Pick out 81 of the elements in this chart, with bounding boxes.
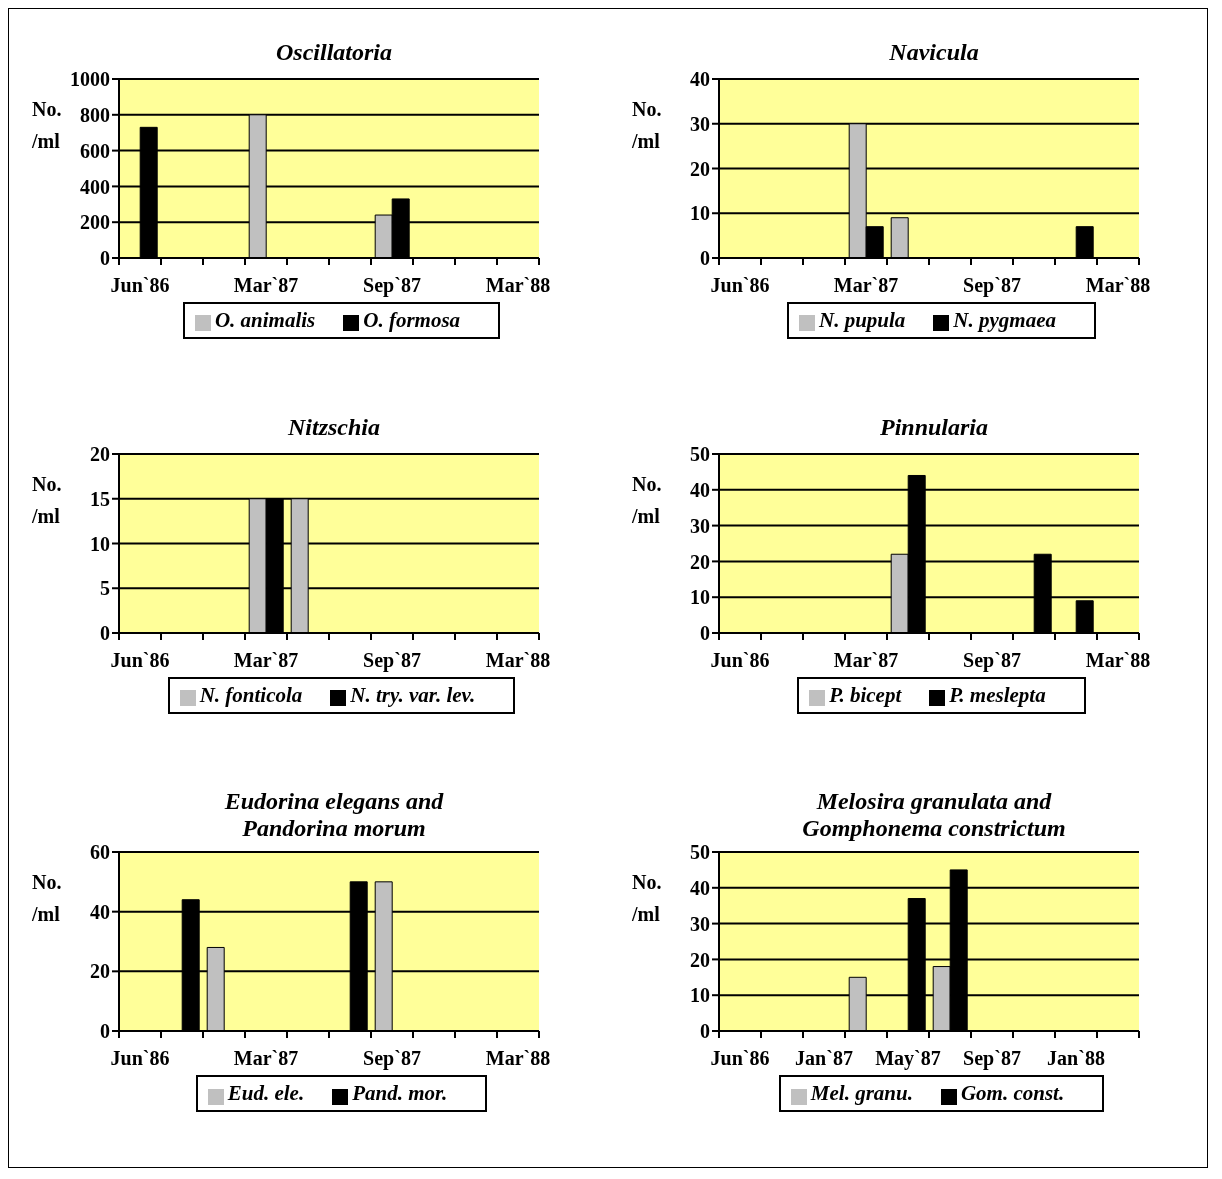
legend-label: O. formosa — [363, 308, 461, 332]
legend-label: N. try. var. lev. — [350, 682, 476, 707]
y-tick-label: 800 — [80, 103, 110, 126]
x-tick-label: Sep`87 — [963, 648, 1021, 672]
legend-label: Pand. mor. — [352, 1081, 448, 1106]
y-tick-label: 10 — [90, 532, 110, 555]
y-tick-label: 40 — [690, 877, 710, 900]
x-tick-label: Jan`87 — [795, 1047, 853, 1070]
legend-label: Eud. ele. — [227, 1081, 305, 1106]
legend-label: N. pupula — [818, 308, 906, 332]
x-tick-label: Mar`88 — [485, 274, 551, 296]
x-tick-label: Sep`87 — [363, 274, 421, 297]
x-tick-label: Jun`86 — [710, 648, 770, 671]
x-tick-label: Mar`87 — [233, 274, 299, 296]
y-tick-label: 5 — [100, 577, 110, 600]
chart-title: Pinnularia — [878, 413, 989, 442]
y-tick-label: 20 — [90, 960, 110, 983]
x-tick-label: Jun`86 — [110, 648, 170, 671]
x-tick-label: Sep`87 — [963, 1047, 1021, 1071]
y-axis-title: No. /ml — [632, 870, 663, 928]
y-tick-label: 200 — [80, 211, 110, 234]
x-tick-label: Mar`87 — [833, 274, 899, 296]
legend-label: P. meslepta — [949, 682, 1046, 707]
y-tick-label: 40 — [690, 478, 710, 501]
y-tick-label: 50 — [690, 841, 710, 864]
y-tick-label: 10 — [690, 585, 710, 608]
chart-title: Eudorina elegans and Pandorina morum — [223, 788, 445, 843]
x-tick-label: Mar`87 — [233, 1047, 299, 1070]
legend-label: N. pygmaea — [953, 308, 1056, 332]
y-tick-label: 400 — [80, 175, 110, 198]
y-tick-label: 30 — [690, 913, 710, 936]
y-axis-title: No. /ml — [632, 97, 663, 154]
y-tick-label: 50 — [690, 442, 710, 465]
chart-title: Navicula — [888, 39, 980, 67]
x-tick-label: Sep`87 — [963, 274, 1021, 297]
y-tick-label: 0 — [100, 247, 110, 270]
chart-title: Nitzschia — [287, 413, 381, 442]
x-tick-label: Mar`88 — [485, 648, 551, 671]
x-tick-label: Jun`86 — [110, 1047, 170, 1070]
chart-title: Oscillatoria — [275, 39, 393, 67]
legend-label: N. fonticola — [199, 682, 303, 707]
legend-label: Gom. const. — [960, 1081, 1065, 1106]
legend-label: Mel. granu. — [810, 1081, 913, 1106]
y-tick-label: 600 — [80, 139, 110, 162]
y-tick-label: 30 — [690, 112, 710, 135]
y-axis-title: No. /ml — [632, 471, 663, 529]
y-tick-label: 0 — [700, 247, 710, 270]
x-tick-label: Mar`88 — [1085, 274, 1151, 296]
y-axis-title: No. /ml — [32, 471, 63, 529]
x-tick-label: Mar`87 — [833, 648, 899, 671]
y-tick-label: 20 — [90, 442, 110, 465]
x-tick-label: Mar`88 — [485, 1047, 551, 1070]
x-tick-label: Mar`88 — [1085, 648, 1151, 671]
x-tick-label: Jun`86 — [110, 274, 170, 296]
legend-label: P. bicept — [829, 682, 902, 707]
chart-title: Melosira granulata and Gomphonema constrictum — [801, 788, 1067, 843]
x-tick-label: Jun`86 — [710, 274, 770, 296]
y-tick-label: 40 — [90, 901, 110, 924]
y-tick-label: 1000 — [70, 68, 110, 91]
y-axis-title: No. /ml — [32, 97, 63, 154]
y-tick-label: 0 — [700, 1020, 710, 1043]
y-tick-label: 60 — [90, 841, 110, 864]
x-tick-label: Mar`87 — [233, 648, 299, 671]
y-axis-title: No. /ml — [32, 870, 63, 928]
y-tick-label: 10 — [690, 984, 710, 1007]
y-tick-label: 15 — [90, 487, 110, 510]
y-tick-label: 0 — [700, 621, 710, 644]
x-tick-label: Sep`87 — [363, 1047, 421, 1071]
y-tick-label: 0 — [100, 621, 110, 644]
legend-label: O. animalis — [214, 308, 316, 332]
x-tick-label: Jan`88 — [1047, 1047, 1105, 1070]
x-tick-label: Jun`86 — [710, 1047, 770, 1070]
y-tick-label: 20 — [690, 157, 710, 180]
y-tick-label: 0 — [100, 1020, 110, 1043]
x-tick-label: Sep`87 — [363, 648, 421, 672]
y-tick-label: 20 — [690, 948, 710, 971]
y-tick-label: 10 — [690, 202, 710, 225]
y-tick-label: 30 — [690, 514, 710, 537]
y-tick-label: 40 — [690, 68, 710, 91]
x-tick-label: May`87 — [875, 1047, 941, 1071]
y-tick-label: 20 — [690, 550, 710, 573]
